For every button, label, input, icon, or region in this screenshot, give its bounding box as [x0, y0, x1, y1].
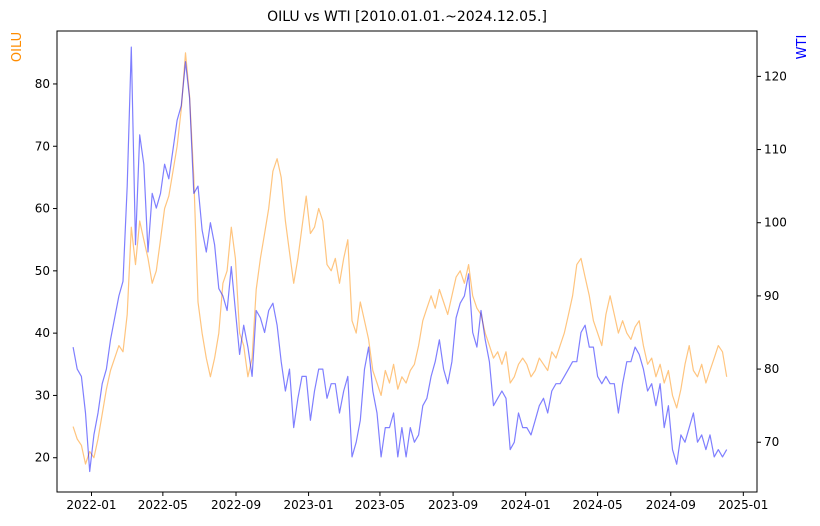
x-tick-label: 2022-01: [66, 498, 116, 512]
left-tick-label: 80: [35, 77, 50, 91]
x-tick-label: 2024-05: [573, 498, 623, 512]
right-tick-label: 110: [764, 143, 787, 157]
left-tick-label: 70: [35, 139, 50, 153]
right-tick-label: 80: [764, 362, 779, 376]
chart-title: OILU vs WTI [2010.01.01.~2024.12.05.]: [267, 9, 547, 25]
x-tick-label: 2025-01: [718, 498, 768, 512]
x-tick-label: 2023-05: [355, 498, 405, 512]
right-y-axis: 70 80 90 100 110 120: [757, 69, 787, 449]
x-tick-label: 2023-01: [284, 498, 334, 512]
left-tick-label: 50: [35, 264, 50, 278]
x-tick-label: 2022-09: [211, 498, 261, 512]
left-tick-label: 60: [35, 202, 50, 216]
left-tick-label: 30: [35, 388, 50, 402]
x-tick-label: 2022-05: [138, 498, 188, 512]
x-tick-label: 2023-09: [428, 498, 478, 512]
right-tick-label: 100: [764, 216, 787, 230]
series-line-wti: [72, 46, 728, 473]
plot-frame: [56, 30, 758, 493]
left-y-axis: 20 30 40 50 60 70 80: [35, 77, 57, 465]
right-tick-label: 90: [764, 289, 779, 303]
left-tick-label: 20: [35, 451, 50, 465]
left-tick-label: 40: [35, 326, 50, 340]
right-axis-title: WTI: [795, 35, 810, 60]
x-axis: 2022-01 2022-05 2022-09 2023-01 2023-05 2023-…: [66, 492, 768, 512]
right-tick-label: 70: [764, 435, 779, 449]
series-layer: [72, 46, 728, 473]
right-tick-label: 120: [764, 69, 787, 83]
x-tick-label: 2024-09: [646, 498, 696, 512]
left-axis-title: OILU: [10, 32, 25, 62]
x-tick-label: 2024-01: [501, 498, 551, 512]
